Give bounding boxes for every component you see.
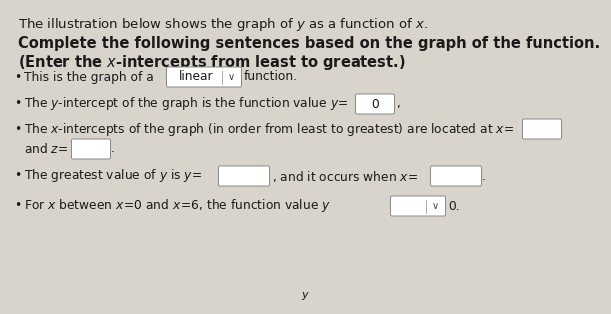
Text: The greatest value of $y$ is $y\!=\!$: The greatest value of $y$ is $y\!=\!$: [24, 167, 202, 185]
FancyBboxPatch shape: [522, 119, 562, 139]
Text: and $z\!=\!$: and $z\!=\!$: [24, 142, 68, 156]
Text: 0.: 0.: [448, 199, 459, 213]
Text: •: •: [14, 170, 21, 182]
Text: •: •: [14, 199, 21, 213]
Text: linear: linear: [178, 71, 213, 84]
Text: ,: ,: [396, 98, 400, 111]
Text: 0: 0: [371, 98, 379, 111]
Text: The $y$-intercept of the graph is the function value $y\!=\!$: The $y$-intercept of the graph is the fu…: [24, 95, 348, 112]
Text: (Enter the $x$-intercepts from least to greatest.): (Enter the $x$-intercepts from least to …: [18, 53, 406, 72]
Text: Complete the following sentences based on the graph of the function.: Complete the following sentences based o…: [18, 36, 600, 51]
Text: ∨: ∨: [227, 72, 235, 82]
Text: This is the graph of a: This is the graph of a: [24, 71, 154, 84]
Text: •: •: [14, 71, 21, 84]
FancyBboxPatch shape: [167, 67, 241, 87]
FancyBboxPatch shape: [219, 166, 269, 186]
Text: The illustration below shows the graph of $y$ as a function of $x$.: The illustration below shows the graph o…: [18, 16, 428, 33]
Text: •: •: [14, 122, 21, 136]
FancyBboxPatch shape: [356, 94, 395, 114]
Text: .: .: [111, 143, 115, 155]
FancyBboxPatch shape: [431, 166, 481, 186]
Text: ∨: ∨: [431, 201, 439, 211]
Text: .: .: [482, 170, 486, 182]
Text: For $x$ between $x\!=\!0$ and $x\!=\!6$, the function value $y$: For $x$ between $x\!=\!0$ and $x\!=\!6$,…: [24, 198, 331, 214]
Text: •: •: [14, 98, 21, 111]
Text: function.: function.: [244, 71, 298, 84]
FancyBboxPatch shape: [390, 196, 445, 216]
FancyBboxPatch shape: [71, 139, 111, 159]
Text: $y$: $y$: [301, 290, 310, 302]
Text: , and it occurs when $x\!=\!$: , and it occurs when $x\!=\!$: [272, 169, 419, 183]
Text: The $x$-intercepts of the graph (in order from least to greatest) are located at: The $x$-intercepts of the graph (in orde…: [24, 121, 514, 138]
